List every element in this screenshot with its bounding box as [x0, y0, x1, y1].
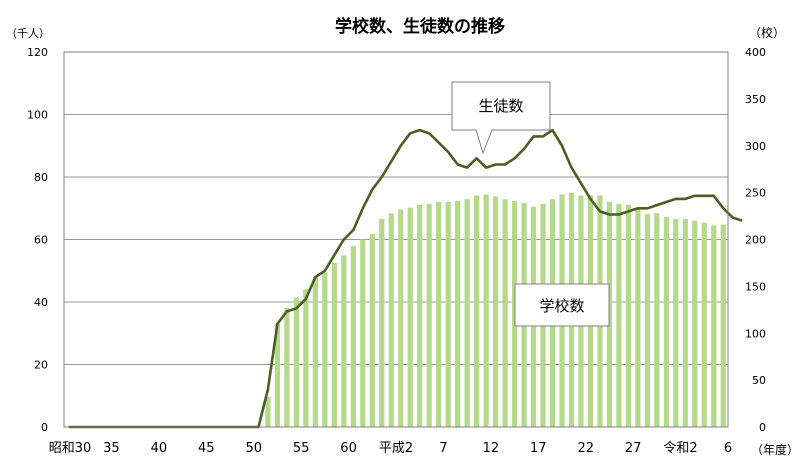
x-tick-label: 平成2 [379, 441, 413, 456]
chart-title: 学校数、生徒数の推移 [335, 16, 505, 37]
left-tick-label: 100 [27, 109, 48, 122]
school-count-callout-label: 学校数 [539, 297, 584, 315]
x-tick-label: 27 [625, 441, 642, 456]
school-count-bar [436, 202, 442, 427]
right-axis-ticks: 0 50 100 150 200 250 300 350 400 [745, 46, 766, 434]
school-count-bars [265, 192, 726, 427]
school-count-bar [483, 194, 489, 427]
school-count-bar [350, 246, 356, 427]
right-tick-label: 150 [745, 280, 766, 293]
left-tick-label: 40 [34, 296, 48, 309]
school-count-bar [388, 213, 394, 427]
student-count-callout-label: 生徒数 [478, 97, 523, 115]
x-tick-label: 令和2 [663, 441, 697, 456]
school-count-bar [331, 262, 337, 427]
school-count-bar [474, 195, 480, 427]
x-tick-label: 12 [483, 441, 500, 456]
x-tick-label: 60 [340, 441, 357, 456]
school-count-bar [398, 209, 404, 427]
x-tick-label: 17 [530, 441, 547, 456]
school-count-bar [701, 222, 707, 427]
school-count-bar [312, 277, 318, 427]
right-tick-label: 250 [745, 187, 766, 200]
x-tick-label: 35 [103, 441, 120, 456]
x-tick-label: 22 [577, 441, 594, 456]
plot-area-border [63, 51, 729, 428]
school-count-bar [455, 201, 461, 427]
school-count-bar [360, 239, 366, 427]
school-count-bar [616, 203, 622, 427]
x-tick-label: 昭和30 [49, 441, 92, 456]
school-count-bar [654, 213, 660, 427]
school-count-bar [426, 203, 432, 427]
school-count-callout: 学校数 [514, 283, 610, 327]
school-count-bar [502, 199, 508, 427]
school-count-bar [682, 218, 688, 427]
school-count-bar [407, 207, 413, 427]
left-axis-unit: （千人） [6, 27, 50, 40]
school-count-bar [644, 214, 650, 427]
right-tick-label: 300 [745, 140, 766, 153]
x-axis-unit: （年度） [751, 442, 799, 457]
left-tick-label: 120 [27, 46, 48, 59]
right-tick-label: 200 [745, 234, 766, 247]
school-count-bar [692, 220, 698, 427]
right-tick-label: 400 [745, 46, 766, 59]
school-count-bar [293, 297, 300, 427]
x-tick-label: 45 [198, 441, 215, 456]
school-count-bar [635, 208, 641, 427]
right-tick-label: 0 [759, 421, 766, 434]
x-tick-label: 50 [245, 441, 262, 456]
school-count-bar [274, 323, 281, 427]
school-count-bar [341, 255, 347, 427]
school-count-bar [711, 225, 717, 427]
school-count-bar [720, 224, 726, 427]
x-axis-ticks: 昭和30 35 40 45 50 55 60 平成2 7 12 17 22 27 令和2 6 [49, 441, 732, 456]
right-tick-label: 100 [745, 327, 766, 340]
school-count-bar [417, 204, 423, 427]
left-tick-label: 20 [34, 359, 48, 372]
student-count-series-line [68, 128, 743, 429]
student-count-line [68, 128, 743, 429]
school-count-bar [322, 272, 328, 427]
x-tick-label: 7 [439, 441, 447, 456]
left-tick-label: 0 [41, 421, 48, 434]
x-tick-label: 55 [293, 441, 310, 456]
student-count-callout: 生徒数 [451, 81, 551, 155]
school-count-bar [492, 196, 499, 427]
left-tick-label: 60 [34, 234, 48, 247]
school-count-bar [265, 397, 271, 427]
school-count-bar [625, 204, 632, 427]
plot-frame [63, 51, 729, 428]
school-count-bar [445, 202, 451, 427]
school-count-bar [284, 307, 290, 427]
school-count-bar [464, 199, 470, 427]
right-tick-label: 50 [752, 374, 766, 387]
x-tick-label: 40 [151, 441, 168, 456]
right-axis-unit: （校） [749, 25, 785, 40]
x-tick-label: 6 [724, 441, 732, 456]
school-count-bar [673, 218, 679, 427]
school-count-bar [379, 218, 385, 427]
school-count-bar [303, 289, 309, 427]
school-count-bar [369, 233, 375, 427]
right-tick-label: 350 [745, 93, 766, 106]
left-axis-ticks: 0 20 40 60 80 100 120 [27, 46, 48, 434]
school-count-bar [663, 217, 669, 427]
left-tick-label: 80 [34, 171, 48, 184]
